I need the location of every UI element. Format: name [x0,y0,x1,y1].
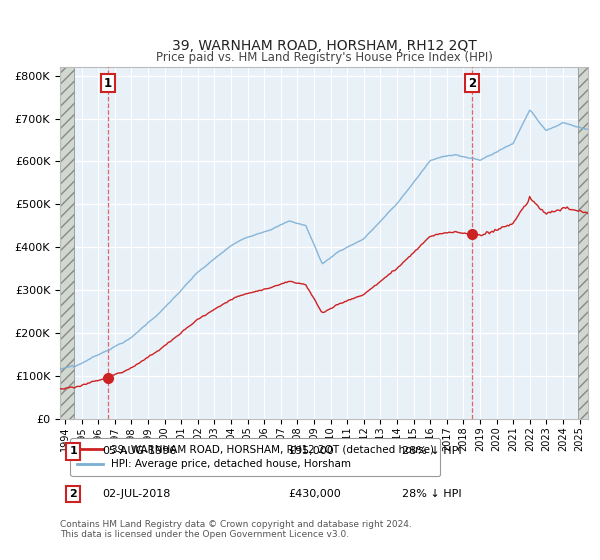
Text: £95,000: £95,000 [288,446,334,456]
Bar [60,67,74,419]
Text: 05-AUG-1996: 05-AUG-1996 [102,446,176,456]
Text: 2: 2 [468,77,476,90]
Bar [578,67,588,419]
Text: 39, WARNHAM ROAD, HORSHAM, RH12 2QT: 39, WARNHAM ROAD, HORSHAM, RH12 2QT [172,39,476,53]
Text: Contains HM Land Registry data © Crown copyright and database right 2024.
This d: Contains HM Land Registry data © Crown c… [60,520,412,539]
Text: 28% ↓ HPI: 28% ↓ HPI [402,446,461,456]
Text: 1: 1 [104,77,112,90]
Text: £430,000: £430,000 [288,489,341,499]
Text: 1: 1 [70,446,77,456]
Legend: 39, WARNHAM ROAD, HORSHAM, RH12 2QT (detached house), HPI: Average price, detach: 39, WARNHAM ROAD, HORSHAM, RH12 2QT (det… [70,438,440,475]
Text: 28% ↓ HPI: 28% ↓ HPI [402,489,461,499]
Text: 02-JUL-2018: 02-JUL-2018 [102,489,170,499]
Text: 2: 2 [70,489,77,499]
Text: Price paid vs. HM Land Registry's House Price Index (HPI): Price paid vs. HM Land Registry's House … [155,52,493,64]
